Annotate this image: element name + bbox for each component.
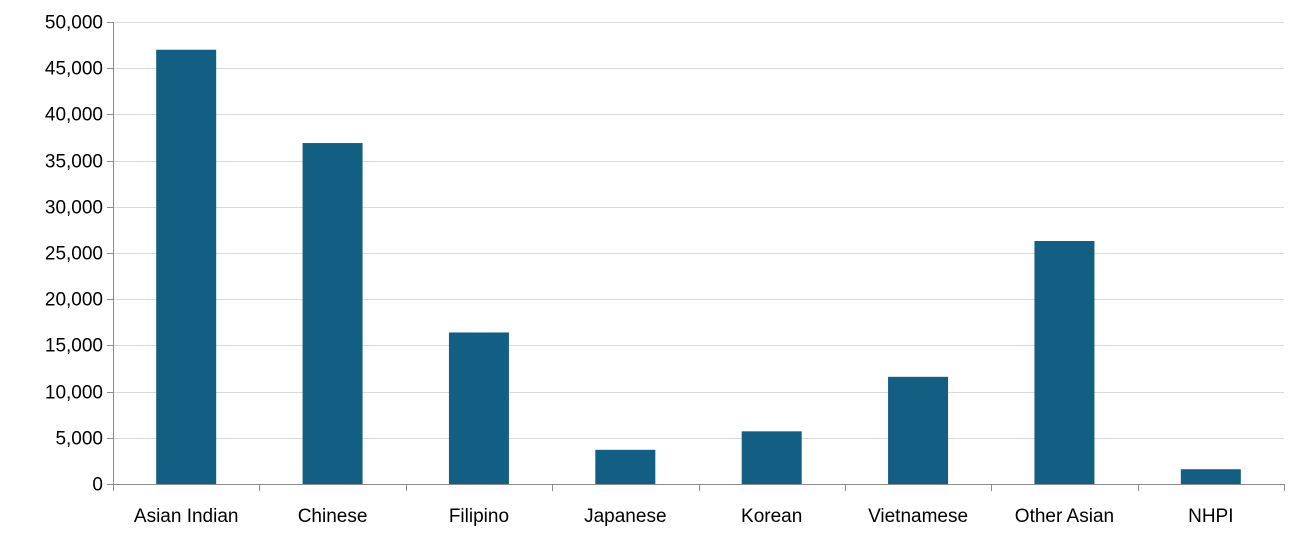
- bar-vietnamese: [888, 376, 949, 484]
- bar-other-asian: [1034, 240, 1095, 484]
- gridlines: [113, 22, 1284, 439]
- x-tick-label: NHPI: [1188, 506, 1233, 527]
- bars: [156, 49, 1241, 484]
- x-tick-label: Filipino: [449, 506, 509, 527]
- y-tick-label: 35,000: [45, 152, 103, 173]
- bar-asian-indian: [156, 49, 217, 484]
- bar-japanese: [595, 449, 656, 484]
- bar-filipino: [448, 332, 509, 484]
- y-tick-labels: 0 5,000 10,000 15,000 20,000 25,000 30,000 35,0…: [45, 13, 103, 496]
- x-tick-labels: Asian Indian Chinese Filipino Japanese Korea…: [134, 506, 1234, 527]
- y-tick-label: 0: [92, 475, 103, 496]
- y-tick-label: 25,000: [45, 244, 103, 265]
- y-tick-label: 5,000: [55, 429, 103, 450]
- axes: [107, 22, 1285, 491]
- bar-nhpi: [1180, 469, 1241, 484]
- y-tick-label: 10,000: [45, 383, 103, 404]
- y-tick-label: 20,000: [45, 290, 103, 311]
- x-tick-label: Korean: [741, 506, 802, 527]
- y-tick-label: 45,000: [45, 59, 103, 80]
- x-tick-label: Asian Indian: [134, 506, 239, 527]
- y-tick-label: 30,000: [45, 198, 103, 219]
- bar-chinese: [302, 143, 363, 484]
- y-tick-label: 50,000: [45, 13, 103, 34]
- y-tick-label: 15,000: [45, 336, 103, 357]
- x-tick-label: Chinese: [298, 506, 368, 527]
- x-tick-label: Vietnamese: [868, 506, 968, 527]
- bar-korean: [741, 431, 802, 484]
- x-tick-label: Japanese: [584, 506, 666, 527]
- x-tick-label: Other Asian: [1015, 506, 1114, 527]
- y-tick-label: 40,000: [45, 105, 103, 126]
